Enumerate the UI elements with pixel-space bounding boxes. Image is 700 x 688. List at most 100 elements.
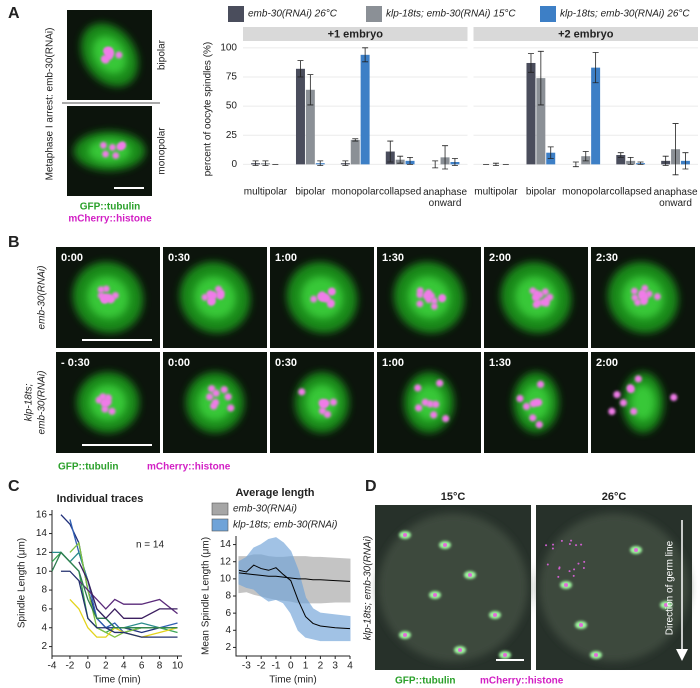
chromosome xyxy=(220,386,228,394)
x-tick-label: collapsed xyxy=(610,187,652,198)
chromosome xyxy=(619,399,628,407)
chromatin xyxy=(403,633,407,637)
chromosome xyxy=(416,291,424,299)
chromosome xyxy=(318,294,326,301)
chromosome xyxy=(539,299,547,306)
chromatin xyxy=(664,603,668,607)
error-bar xyxy=(572,161,579,168)
chromosome xyxy=(201,293,209,301)
chromosome xyxy=(97,286,105,294)
channel-label: mCherry::histone xyxy=(480,676,564,687)
error-bar xyxy=(407,156,414,165)
chromosome xyxy=(108,407,116,415)
panel-label: D xyxy=(365,478,377,495)
chromosome xyxy=(319,401,327,409)
bar xyxy=(616,155,626,165)
x-tick-label: collapsed xyxy=(379,187,421,198)
error-bar xyxy=(387,140,394,163)
speck xyxy=(546,563,549,566)
trace xyxy=(78,580,178,615)
x-tick-label: multipolar xyxy=(474,187,518,198)
chromatin xyxy=(493,613,497,617)
trace xyxy=(60,570,178,638)
bar xyxy=(350,139,360,165)
speck xyxy=(572,574,575,577)
y-tick-label: 14 xyxy=(36,528,48,539)
chromosome xyxy=(425,296,433,304)
chromosome xyxy=(430,302,438,310)
x-tick-label: 0 xyxy=(288,661,294,672)
micrograph xyxy=(270,352,374,453)
speck xyxy=(545,544,548,547)
y-axis-label: Spindle Length (μm) xyxy=(17,538,28,628)
chromosome xyxy=(115,51,123,59)
chromosome xyxy=(310,295,318,303)
x-tick-label: bipolar xyxy=(526,187,557,198)
time-stamp: 0:30 xyxy=(275,357,297,369)
channel-label: GFP::tubulin xyxy=(58,462,119,473)
chart-title: Individual traces xyxy=(57,493,144,505)
arrow-label: Direction of germ line xyxy=(665,540,676,635)
chromosome xyxy=(119,141,127,149)
bar xyxy=(305,89,315,165)
chromosome xyxy=(432,400,440,408)
x-axis-label: Time (min) xyxy=(93,675,140,686)
error-bar xyxy=(397,155,404,164)
x-tick-label: 2 xyxy=(318,661,324,672)
x-tick-label: 0 xyxy=(85,661,91,672)
x-tick-label: 4 xyxy=(347,661,353,672)
facet-strip xyxy=(473,27,698,41)
error-bar xyxy=(307,74,314,106)
chromatin xyxy=(503,653,507,657)
time-stamp: 1:00 xyxy=(382,357,404,369)
chromosome xyxy=(112,152,120,159)
micrograph xyxy=(484,247,588,348)
axis-label: Metaphase I arrest: emb-30(RNAi) xyxy=(45,28,56,181)
y-tick-label: 10 xyxy=(220,573,232,584)
column-title: 15°C xyxy=(441,491,466,503)
y-tick-label: 50 xyxy=(226,101,238,112)
speck xyxy=(560,539,563,542)
error-bar xyxy=(627,156,634,165)
x-axis-label: Time (min) xyxy=(269,675,316,686)
axis-line xyxy=(235,536,350,657)
chromosome xyxy=(414,384,422,392)
micrograph xyxy=(377,247,481,348)
micrograph xyxy=(56,352,160,453)
chromosome xyxy=(100,55,108,63)
micrograph xyxy=(56,247,160,348)
legend-swatch xyxy=(211,502,229,516)
chromosome xyxy=(631,287,638,295)
speck xyxy=(551,547,554,550)
chromatin xyxy=(468,573,472,577)
mean-line xyxy=(238,564,351,630)
chromosome xyxy=(206,393,214,401)
speck xyxy=(568,543,571,546)
x-tick-label: -4 xyxy=(48,661,57,672)
chromosome xyxy=(100,141,107,149)
y-tick-label: 2 xyxy=(225,642,231,653)
error-bar xyxy=(362,47,369,63)
chromosome xyxy=(104,398,112,406)
chromosome xyxy=(541,288,549,296)
speck xyxy=(573,568,576,571)
channel-label: GFP::tubulin xyxy=(80,202,141,213)
chromosome xyxy=(211,398,220,406)
chromosome xyxy=(546,293,554,301)
chromosome xyxy=(101,295,108,303)
chromosome xyxy=(102,285,110,293)
x-tick-label: -1 xyxy=(272,661,281,672)
y-tick-label: 12 xyxy=(36,547,48,558)
y-tick-label: 4 xyxy=(41,622,47,633)
chromosome xyxy=(535,421,543,429)
panel-label: A xyxy=(8,5,20,22)
micrograph xyxy=(270,247,374,348)
y-tick-label: 4 xyxy=(225,625,231,636)
error-bar xyxy=(451,158,458,166)
speck xyxy=(577,562,580,565)
trace xyxy=(51,551,178,634)
y-tick-label: 2 xyxy=(41,641,47,652)
chromosome xyxy=(101,405,109,413)
chromatin xyxy=(458,648,462,652)
y-tick-label: 14 xyxy=(220,539,232,550)
